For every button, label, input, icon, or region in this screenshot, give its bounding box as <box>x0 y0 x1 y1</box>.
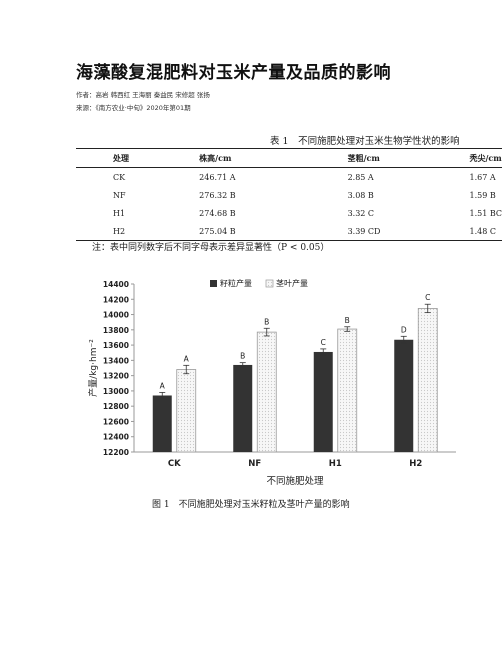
y-tick-label: 13600 <box>103 341 129 350</box>
table-row: NF 276.32 B 3.08 B 1.59 B <box>76 186 502 204</box>
y-axis-label: 产量/kg·hm⁻² <box>87 339 99 397</box>
table-header: 秃尖/cm <box>469 152 502 163</box>
legend-label-grain: 籽粒产量 <box>220 278 252 288</box>
significance-letter: B <box>264 317 269 326</box>
grain-yield-bar <box>233 364 253 452</box>
figure-caption: 图 1 不同施肥处理对玉米籽粒及茎叶产量的影响 <box>152 500 350 510</box>
table-header: 株高/cm <box>199 152 232 163</box>
y-tick-label: 13000 <box>103 387 129 396</box>
table-cell: 246.71 A <box>199 172 236 182</box>
y-tick-label: 14200 <box>103 295 129 304</box>
table-cell: NF <box>113 190 126 200</box>
stover-yield-bar <box>337 328 358 453</box>
y-tick-label: 12400 <box>103 433 129 442</box>
article-authors: 作者：高岩 韩西红 王海丽 秦益民 宋修超 张扬 <box>76 91 210 99</box>
stover-yield-bar <box>176 369 197 453</box>
significance-letter: C <box>425 293 430 302</box>
significance-letter: D <box>401 325 407 334</box>
table-cell: 3.39 CD <box>347 226 381 236</box>
x-axis-label: 不同施肥处理 <box>266 475 324 487</box>
table-header-row: 处理 株高/cm 茎粗/cm 秃尖/cm <box>76 148 502 168</box>
table-cell: 275.04 B <box>199 226 236 236</box>
x-tick-label: H1 <box>329 459 342 469</box>
x-tick-label: NF <box>248 459 261 469</box>
significance-letter: C <box>321 338 326 347</box>
yield-bar-chart: 12200 12400 12600 12800 13000 13200 13400 13600… <box>84 266 466 498</box>
y-tick-label: 14400 <box>103 280 129 289</box>
significance-letter: B <box>345 316 350 325</box>
table-row: CK 246.71 A 2.85 A 1.67 A <box>76 168 502 187</box>
grain-yield-bar <box>313 351 333 452</box>
y-tick-label: 13200 <box>103 372 129 381</box>
article-source: 来源：《南方农业·中旬》2020年第01期 <box>76 104 191 112</box>
legend-swatch-stover <box>265 279 274 288</box>
y-tick-label: 13800 <box>103 326 129 335</box>
table-cell: H1 <box>113 208 126 218</box>
article-title: 海藻酸复混肥料对玉米产量及品质的影响 <box>76 63 391 83</box>
table-header: 茎粗/cm <box>347 152 380 163</box>
table-cell: 3.08 B <box>347 190 374 200</box>
stover-yield-bar <box>417 308 438 453</box>
grain-yield-bar <box>152 395 172 452</box>
table-cell: 1.67 A <box>469 172 496 182</box>
stover-yield-bar <box>256 331 277 453</box>
table-row: H1 274.68 B 3.32 C 1.51 BC <box>76 204 502 222</box>
table-cell: 1.51 BC <box>469 208 502 218</box>
table-note: 注：表中同列数字后不同字母表示差异显著性（P < 0.05） <box>92 243 330 253</box>
table-cell: 274.68 B <box>199 208 236 218</box>
table-header: 处理 <box>113 152 129 163</box>
y-tick-label: 13400 <box>103 356 129 365</box>
table-cell: H2 <box>113 226 126 236</box>
table-cell: CK <box>113 172 126 182</box>
table-cell: 276.32 B <box>199 190 236 200</box>
table-cell: 1.59 B <box>469 190 496 200</box>
legend-swatch-grain <box>210 280 217 287</box>
significance-letter: B <box>240 352 245 361</box>
significance-letter: A <box>184 354 190 363</box>
y-tick-label: 14000 <box>103 311 129 320</box>
table-cell: 1.48 C <box>469 226 496 236</box>
x-tick-label: CK <box>168 459 181 469</box>
y-tick-label: 12200 <box>103 448 129 457</box>
table-caption: 表 1 不同施肥处理对玉米生物学性状的影响 <box>270 136 460 147</box>
table-cell: 3.32 C <box>347 208 375 218</box>
significance-letter: A <box>160 381 166 390</box>
legend-label-stover: 茎叶产量 <box>276 278 308 288</box>
data-table: 处理 株高/cm 茎粗/cm 秃尖/cm CK 246.71 A 2.85 A … <box>76 148 502 241</box>
y-tick-label: 12800 <box>103 402 129 411</box>
x-tick-label: H2 <box>409 459 422 469</box>
grain-yield-bar <box>394 339 414 452</box>
table-row: H2 275.04 B 3.39 CD 1.48 C <box>76 222 502 241</box>
table-cell: 2.85 A <box>347 172 374 182</box>
y-tick-label: 12600 <box>103 417 129 426</box>
